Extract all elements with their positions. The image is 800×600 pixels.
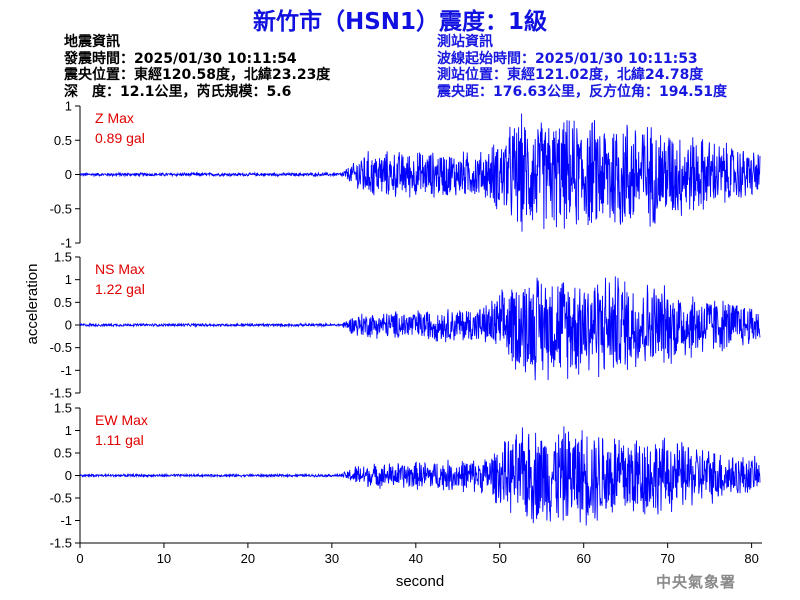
y-tick-label: 1 [65, 423, 72, 438]
x-tick-label: 30 [325, 551, 339, 566]
y-tick-label: -1 [60, 363, 72, 378]
x-tick-label: 10 [157, 551, 171, 566]
x-tick-label: 50 [493, 551, 507, 566]
y-tick-label: -0.5 [50, 201, 72, 216]
y-tick-label: -1 [60, 236, 72, 251]
chart-title: 新竹市（HSN1）震度：1級 [252, 9, 548, 35]
waveform-trace [79, 113, 761, 232]
epicenter-location: 震央位置：東經120.58度，北緯23.23度 [64, 67, 331, 83]
max-value-label: 1.11 gal [95, 432, 144, 448]
component-label: EW Max [95, 412, 148, 428]
y-tick-label: -0.5 [50, 340, 72, 355]
component-label: Z Max [95, 110, 134, 126]
wave-start-time: 波線起始時間：2025/01/30 10:11:53 [437, 50, 698, 67]
x-tick-label: 40 [409, 551, 423, 566]
component-label: NS Max [95, 261, 145, 277]
max-value-label: 0.89 gal [95, 130, 145, 146]
y-tick-label: 0 [65, 167, 72, 182]
y-tick-label: 1.5 [54, 250, 72, 265]
waveform-trace [79, 276, 761, 381]
x-axis-title: second [396, 573, 444, 590]
y-tick-label: 0.5 [54, 133, 72, 148]
y-tick-label: -1.5 [50, 536, 72, 551]
y-tick-label: 1 [65, 99, 72, 114]
x-tick-label: 60 [576, 551, 590, 566]
depth-magnitude: 深 度：12.1公里，芮氏規模：5.6 [64, 83, 292, 100]
max-value-label: 1.22 gal [95, 281, 145, 297]
y-tick-label: 0.5 [54, 446, 72, 461]
y-tick-label: 0 [65, 468, 72, 483]
y-tick-label: -1.5 [50, 386, 72, 401]
station-heading: 測站資訊 [437, 34, 493, 50]
x-tick-label: 70 [660, 551, 674, 566]
earthquake-heading: 地震資訊 [64, 34, 120, 50]
y-tick-label: 0 [65, 318, 72, 333]
origin-time: 發震時間：2025/01/30 10:11:54 [64, 50, 297, 67]
earthquake-info: 地震資訊 發震時間：2025/01/30 10:11:54 震央位置：東經120… [64, 34, 330, 100]
watermark: 中央氣象署 [656, 573, 737, 591]
y-tick-label: -1 [60, 513, 72, 528]
y-axis-title: acceleration [24, 264, 41, 345]
station-info: 測站資訊 波線起始時間：2025/01/30 10:11:53 測站位置：東經1… [437, 34, 727, 100]
y-tick-label: -0.5 [50, 491, 72, 506]
y-tick-label: 1.5 [54, 401, 72, 416]
distance-azimuth: 震央距：176.63公里，反方位角：194.51度 [437, 83, 728, 100]
y-tick-label: 1 [65, 272, 72, 287]
x-tick-label: 0 [76, 551, 83, 566]
x-tick-label: 80 [744, 551, 758, 566]
x-tick-label: 20 [241, 551, 255, 566]
waveform-trace [79, 426, 761, 526]
station-location: 測站位置：東經121.02度，北緯24.78度 [437, 67, 704, 83]
y-tick-label: 0.5 [54, 295, 72, 310]
